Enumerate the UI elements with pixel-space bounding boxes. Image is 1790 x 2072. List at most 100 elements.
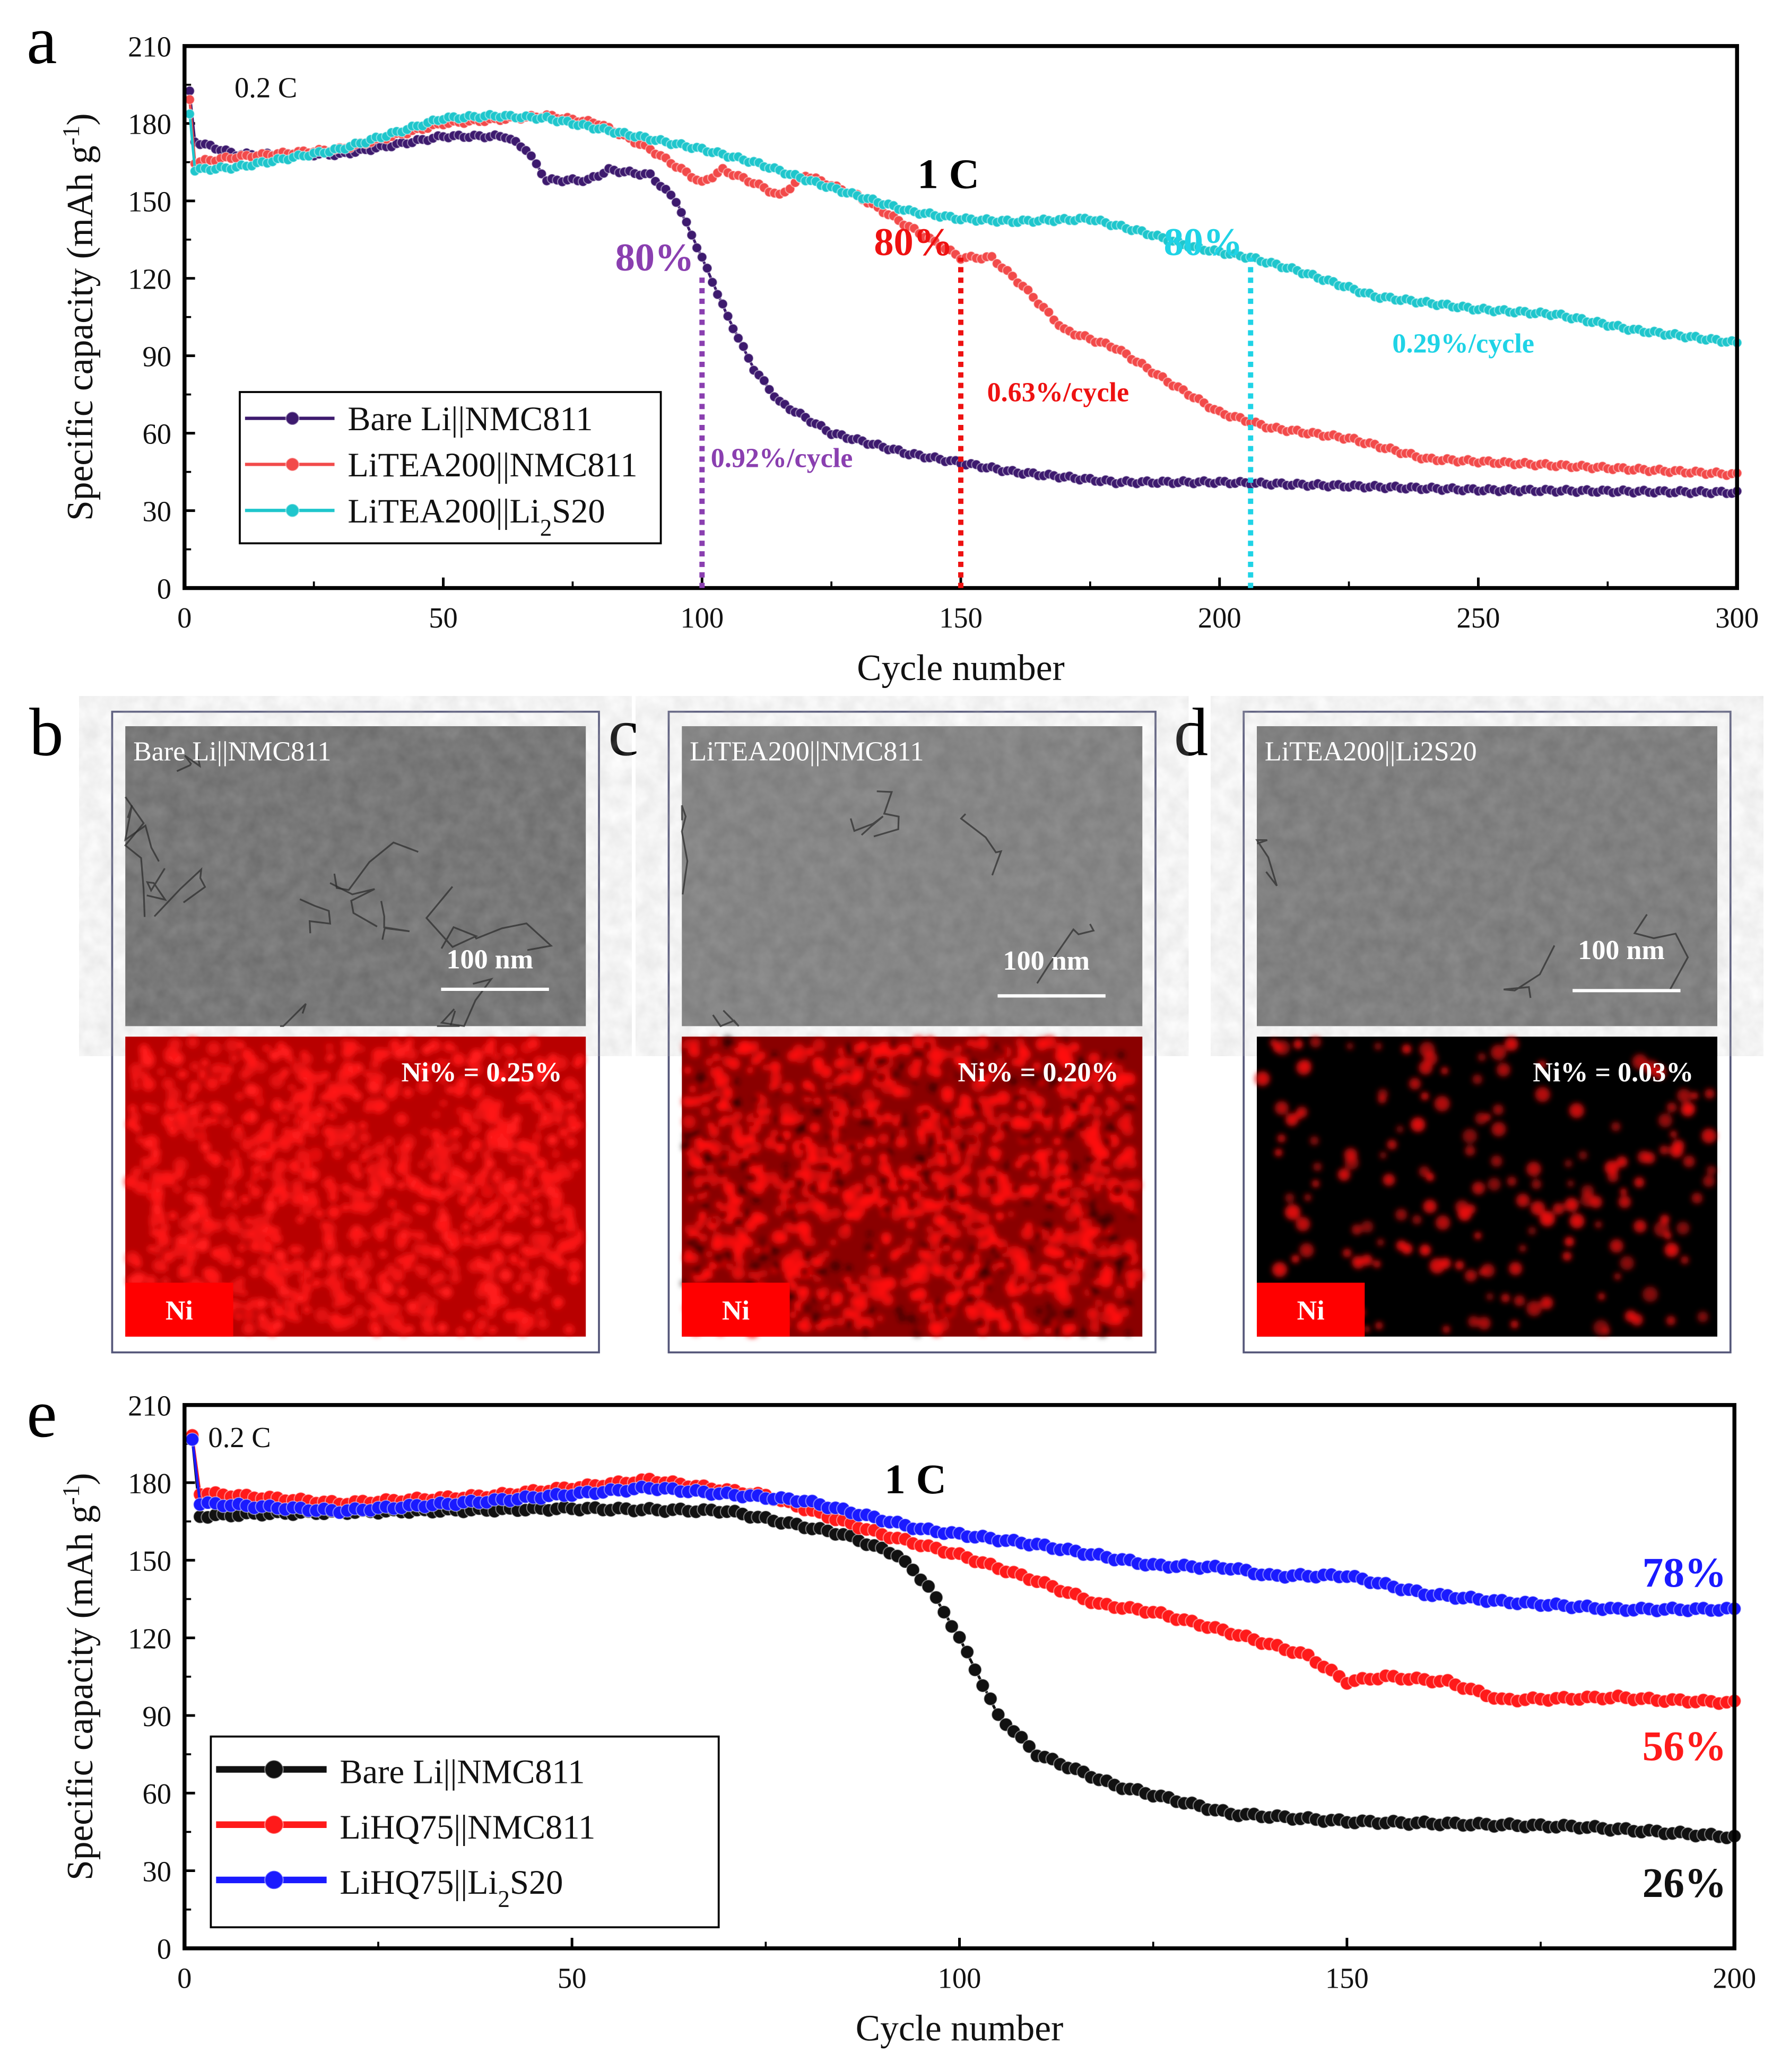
ni-signal-spot bbox=[708, 1126, 720, 1137]
ni-signal-spot bbox=[911, 1035, 925, 1049]
dark-spot bbox=[944, 1110, 953, 1119]
dark-spot bbox=[762, 1166, 769, 1173]
dark-spot bbox=[696, 1072, 706, 1083]
ni-signal-spot bbox=[481, 1150, 492, 1160]
ni-signal-spot bbox=[1342, 1248, 1352, 1258]
ni-signal-spot bbox=[333, 1300, 341, 1309]
ni-signal-spot bbox=[377, 1168, 390, 1180]
ni-signal-spot bbox=[200, 1142, 211, 1153]
ni-signal-spot bbox=[535, 1158, 547, 1170]
dark-spot bbox=[1042, 1221, 1053, 1231]
ni-signal-spot bbox=[240, 1195, 247, 1202]
dark-spot bbox=[1100, 1226, 1106, 1232]
sem-crack bbox=[176, 747, 201, 772]
ni-signal-spot bbox=[276, 1042, 286, 1052]
ni-signal-spot bbox=[1122, 1112, 1133, 1122]
ni-signal-spot bbox=[1021, 1226, 1034, 1240]
ni-signal-spot bbox=[853, 1043, 863, 1054]
ni-signal-spot bbox=[424, 1153, 433, 1161]
dark-spot bbox=[746, 1173, 757, 1183]
ni-signal-spot bbox=[1035, 1287, 1043, 1295]
ni-signal-spot bbox=[1018, 1154, 1027, 1164]
ni-signal-spot bbox=[566, 1101, 576, 1110]
ni-signal-spot bbox=[520, 1041, 533, 1054]
ni-signal-spot bbox=[559, 1259, 567, 1266]
scale-bar-label: 100 nm bbox=[447, 944, 533, 974]
ni-signal-spot bbox=[373, 1143, 387, 1156]
dark-spot bbox=[1026, 1246, 1034, 1254]
ni-signal-spot bbox=[731, 1130, 742, 1142]
dark-spot bbox=[900, 1113, 907, 1120]
dark-spot bbox=[717, 1170, 725, 1178]
ni-signal-spot bbox=[923, 1253, 932, 1262]
ni-signal-spot bbox=[173, 1157, 188, 1172]
ni-signal-spot bbox=[1044, 1327, 1052, 1335]
dark-spot bbox=[969, 1244, 978, 1253]
ni-signal-spot bbox=[248, 1152, 256, 1160]
fade-rate-label: 0.92%/cycle bbox=[711, 443, 853, 473]
dark-spot bbox=[845, 1318, 854, 1328]
ni-signal-spot bbox=[726, 1263, 733, 1270]
ni-signal-spot bbox=[802, 1136, 811, 1144]
ni-signal-spot bbox=[1352, 1256, 1365, 1269]
ni-signal-spot bbox=[1664, 1232, 1672, 1240]
ni-signal-spot bbox=[131, 1166, 143, 1178]
dark-spot bbox=[912, 1078, 918, 1084]
sem-crack bbox=[153, 867, 206, 917]
ni-signal-spot bbox=[351, 1231, 363, 1243]
ni-signal-spot bbox=[322, 1278, 331, 1287]
ni-signal-spot bbox=[1123, 1239, 1137, 1253]
ni-signal-spot bbox=[348, 1161, 361, 1174]
ni-signal-spot bbox=[328, 1111, 336, 1120]
ni-signal-spot bbox=[532, 1278, 546, 1292]
dark-spot bbox=[1045, 1303, 1052, 1310]
sem-image: LiTEA200||NMC811 100 nm bbox=[681, 726, 1143, 1028]
ni-signal-spot bbox=[233, 1258, 244, 1268]
ni-signal-spot bbox=[550, 1171, 563, 1184]
ni-signal-spot bbox=[439, 1221, 449, 1231]
ni-signal-spot bbox=[1526, 1301, 1542, 1317]
ni-signal-spot bbox=[1383, 1173, 1395, 1186]
ni-signal-spot bbox=[249, 1186, 262, 1198]
ni-signal-spot bbox=[343, 1133, 352, 1142]
ni-signal-spot bbox=[1052, 1274, 1067, 1288]
ni-signal-spot bbox=[421, 1128, 429, 1136]
ni-signal-spot bbox=[269, 1145, 277, 1153]
ni-signal-spot bbox=[1121, 1124, 1134, 1136]
data-point bbox=[707, 277, 718, 288]
ni-signal-spot bbox=[907, 1277, 915, 1285]
ni-signal-spot bbox=[1578, 1151, 1588, 1160]
ni-signal-spot bbox=[259, 1171, 267, 1179]
ni-signal-spot bbox=[389, 1319, 403, 1332]
ni-signal-spot bbox=[327, 1053, 335, 1060]
ni-signal-spot bbox=[1059, 1114, 1072, 1127]
legend-swatch-marker bbox=[285, 411, 300, 426]
ni-signal-spot bbox=[530, 1188, 540, 1198]
ni-signal-spot bbox=[684, 1249, 693, 1258]
ni-signal-spot bbox=[574, 1054, 585, 1065]
plot-area-e: 0 50 100 150 200 0 30 60 90 120 150 180 210 Cycle num… bbox=[58, 1389, 1756, 2049]
ni-signal-spot bbox=[309, 1109, 323, 1122]
ni-signal-spot bbox=[567, 1259, 581, 1274]
ni-signal-spot bbox=[536, 1267, 548, 1279]
dark-spot bbox=[712, 1253, 725, 1265]
dark-spot bbox=[876, 1073, 886, 1083]
ni-signal-spot bbox=[390, 1220, 399, 1229]
ni-signal-spot bbox=[1666, 1316, 1676, 1326]
ni-signal-spot bbox=[903, 1173, 911, 1181]
ni-signal-spot bbox=[346, 1295, 354, 1303]
dark-spot bbox=[692, 1265, 703, 1276]
dark-spot bbox=[1114, 1260, 1125, 1270]
dark-spot bbox=[984, 1282, 992, 1291]
ni-signal-spot bbox=[900, 1044, 912, 1056]
dark-spot bbox=[854, 1056, 865, 1067]
ni-signal-spot bbox=[794, 1049, 808, 1064]
ni-signal-spot bbox=[369, 1320, 381, 1333]
fade-rate-label: 0.63%/cycle bbox=[987, 377, 1129, 407]
y-tick-label: 120 bbox=[128, 263, 171, 295]
ni-signal-spot bbox=[501, 1232, 516, 1247]
ni-signal-spot bbox=[179, 1217, 192, 1231]
dark-spot bbox=[907, 1202, 915, 1211]
legend-swatch-marker bbox=[264, 1760, 284, 1780]
dark-spot bbox=[738, 1157, 750, 1170]
